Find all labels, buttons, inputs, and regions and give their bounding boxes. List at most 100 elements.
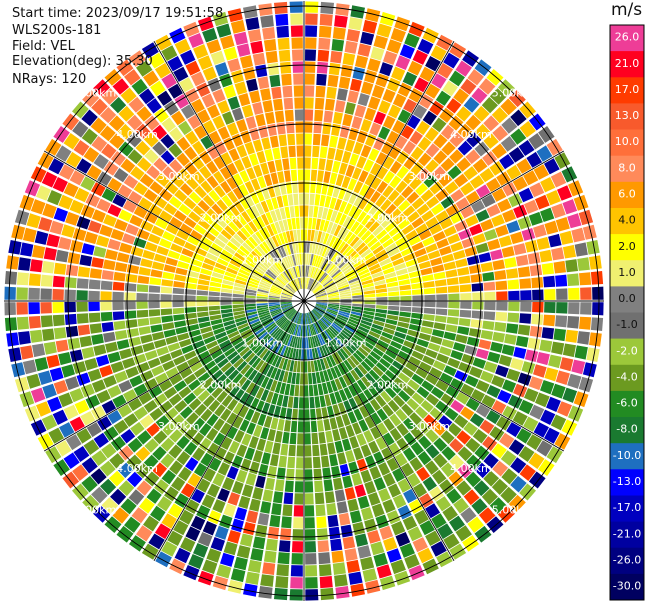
gate-cell: [149, 316, 162, 325]
gate-cell: [349, 316, 361, 323]
gate-cell: [500, 486, 517, 504]
gate-cell: [184, 161, 198, 176]
gate-cell: [342, 438, 352, 452]
gate-cell: [153, 393, 168, 406]
gate-cell: [284, 206, 291, 219]
azimuth-spoke: [153, 40, 305, 302]
gate-cell: [339, 308, 351, 314]
gate-cell: [404, 33, 420, 48]
gate-cell: [331, 353, 340, 365]
gate-cell: [250, 40, 264, 54]
gate-cell: [387, 345, 400, 355]
gate-cell: [353, 366, 364, 379]
gate-cell: [107, 385, 122, 398]
gate-cell: [316, 303, 328, 307]
gate-cell: [150, 505, 166, 522]
gate-cell: [565, 329, 578, 343]
colorbar-tick-label: -30.0: [613, 580, 641, 593]
gate-cell: [422, 476, 437, 492]
gate-cell: [334, 440, 344, 454]
gate-cell: [510, 475, 527, 493]
gate-cell: [472, 233, 486, 245]
gate-cell: [364, 402, 376, 415]
gate-cell: [332, 562, 346, 575]
gate-cell: [231, 133, 243, 147]
gate-cell: [364, 304, 376, 309]
gate-cell: [67, 252, 81, 265]
gate-cell: [385, 203, 397, 216]
gate-cell: [308, 253, 312, 265]
gate-cell: [333, 477, 343, 491]
gate-cell: [483, 115, 500, 132]
gate-cell: [472, 292, 484, 301]
colorbar-tick-label: 17.0: [615, 83, 640, 96]
gate-cell: [524, 199, 539, 214]
gate-cell: [334, 100, 346, 113]
gate-cell: [411, 197, 425, 210]
gate-cell: [136, 284, 149, 293]
gate-cell: [294, 241, 299, 254]
gate-cell: [360, 507, 374, 521]
gate-cell: [128, 397, 143, 412]
gate-cell: [234, 429, 245, 443]
gate-cell: [325, 159, 334, 172]
gate-cell: [164, 181, 179, 195]
gate-cell: [169, 460, 184, 475]
gate-cell: [401, 367, 415, 378]
gate-cell: [304, 457, 312, 469]
gate-cell: [380, 390, 392, 403]
gate-cell: [363, 310, 375, 316]
gate-cell: [280, 301, 292, 304]
gate-cell: [433, 453, 448, 468]
gate-cell: [510, 357, 524, 371]
gate-cell: [183, 21, 200, 37]
gate-cell: [338, 376, 347, 389]
gate-cell: [330, 538, 343, 552]
gate-cell: [444, 181, 459, 195]
gate-cell: [352, 303, 364, 307]
gate-cell: [314, 307, 324, 315]
gate-cell: [320, 274, 330, 284]
gate-cell: [52, 314, 65, 327]
gate-cell: [199, 165, 212, 179]
gate-cell: [264, 273, 275, 281]
gate-cell: [379, 525, 394, 540]
gate-cell: [217, 126, 230, 140]
gate-cell: [382, 88, 396, 103]
gate-cell: [313, 286, 323, 294]
gate-cell: [350, 369, 360, 381]
gate-cell: [393, 377, 406, 389]
gate-cell: [496, 301, 508, 311]
gate-cell: [389, 208, 402, 220]
gate-cell: [123, 175, 139, 189]
gate-cell: [438, 173, 453, 187]
gate-cell: [459, 284, 472, 293]
gate-cell: [363, 357, 375, 369]
gate-cell: [378, 126, 391, 140]
gate-cell: [357, 43, 372, 57]
gate-cell: [150, 324, 163, 333]
gate-cell: [376, 408, 388, 422]
gate-cell: [79, 335, 93, 348]
gate-cell: [180, 367, 193, 379]
gate-cell: [400, 462, 415, 477]
gate-cell: [548, 233, 562, 248]
gate-cell: [117, 404, 133, 418]
gate-cell: [425, 143, 440, 158]
gate-cell: [474, 445, 490, 461]
gate-cell: [213, 418, 225, 432]
gate-cell: [163, 203, 178, 216]
gate-cell: [286, 121, 295, 134]
gate-cell: [193, 224, 207, 235]
gate-cell: [324, 98, 335, 111]
gate-cell: [321, 134, 330, 147]
gate-cell: [544, 427, 560, 444]
gate-cell: [365, 217, 376, 230]
gate-cell: [346, 357, 357, 369]
gate-cell: [208, 399, 221, 413]
gate-cell: [326, 309, 338, 316]
gate-cell: [311, 336, 317, 348]
gate-cell: [161, 469, 176, 485]
gate-cell: [99, 365, 113, 378]
gate-cell: [339, 306, 351, 311]
